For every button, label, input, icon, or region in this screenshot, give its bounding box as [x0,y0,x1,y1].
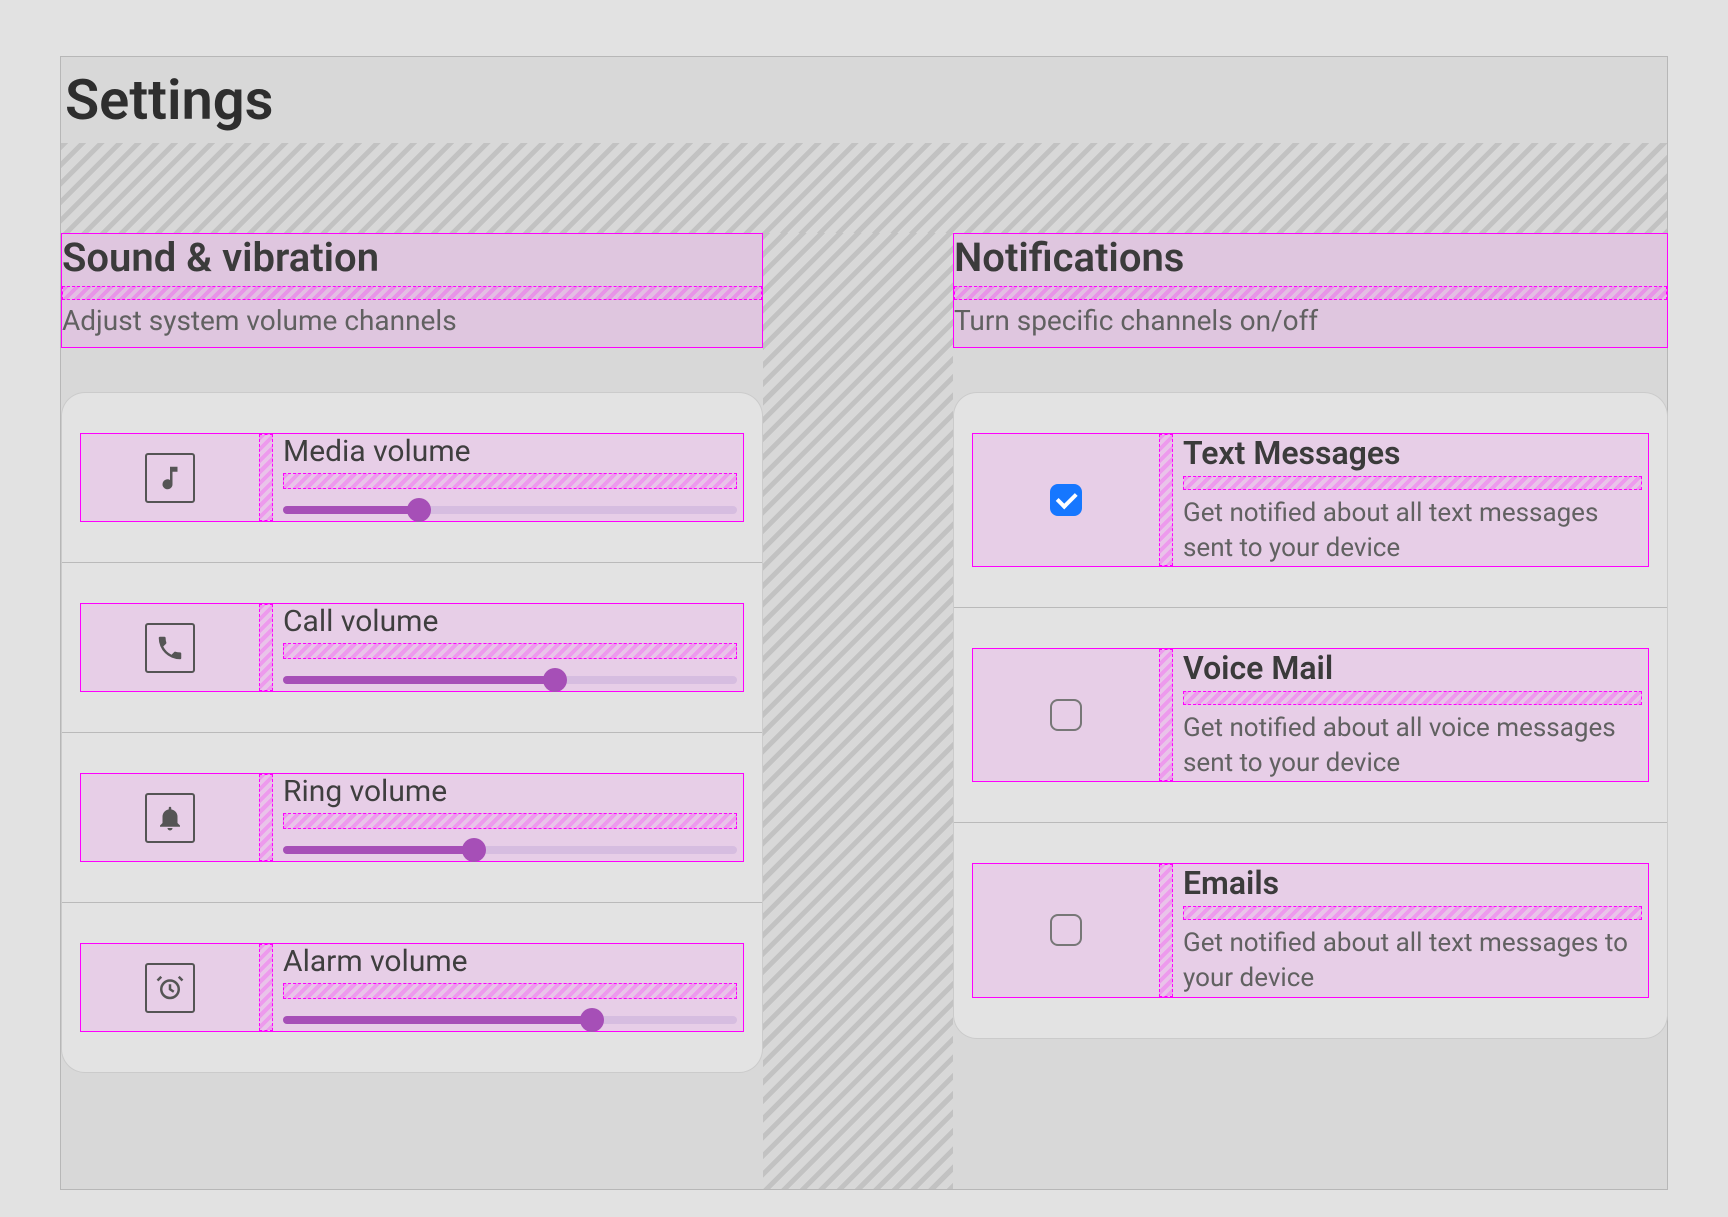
debug-hatch [62,286,762,300]
voice-mail-checkbox[interactable] [1050,699,1082,731]
sound-card: Media volume [61,392,763,1073]
notification-description: Get notified about all voice messages se… [1183,711,1642,781]
sound-label: Media volume [283,434,737,469]
debug-hatch [1183,906,1642,920]
sound-row-call: Call volume [62,562,762,732]
notification-row-text-messages: Text Messages Get notified about all tex… [954,393,1667,607]
notification-description: Get notified about all text messages to … [1183,926,1642,996]
debug-hatch [283,473,737,489]
sound-label: Call volume [283,604,737,639]
sound-icon-cell [81,944,259,1031]
alarm-icon [145,963,195,1013]
sound-icon-cell [81,434,259,521]
sound-icon-cell [81,604,259,691]
settings-page: Settings Sound & vibration Adjust system… [60,56,1668,1190]
notifications-section: Notifications Turn specific channels on/… [953,233,1668,1039]
sound-section-title: Sound & vibration [62,234,762,282]
notification-title: Emails [1183,864,1642,902]
debug-hatch [259,604,273,691]
debug-hatch [259,774,273,861]
debug-hatch [1159,864,1173,996]
call-volume-slider[interactable] [283,669,737,691]
columns: Sound & vibration Adjust system volume c… [61,233,1667,1189]
notification-row-emails: Emails Get notified about all text messa… [954,822,1667,1037]
layout-debug-hatch [61,143,1667,233]
sound-label: Ring volume [283,774,737,809]
phone-icon [145,623,195,673]
layout-debug-hatch [763,233,953,1189]
page-title: Settings [61,57,1667,143]
debug-hatch [1159,434,1173,566]
notification-description: Get notified about all text messages sen… [1183,496,1642,566]
sound-row-media: Media volume [62,393,762,562]
debug-hatch [283,643,737,659]
sound-icon-cell [81,774,259,861]
bell-icon [145,793,195,843]
sound-label: Alarm volume [283,944,737,979]
notifications-section-title: Notifications [954,234,1667,282]
emails-checkbox[interactable] [1050,914,1082,946]
debug-hatch [1183,691,1642,705]
sound-row-alarm: Alarm volume [62,902,762,1072]
notification-title: Voice Mail [1183,649,1642,687]
debug-hatch [259,944,273,1031]
media-volume-slider[interactable] [283,499,737,521]
debug-hatch [1159,649,1173,781]
sound-section-subtitle: Adjust system volume channels [62,304,762,337]
alarm-volume-slider[interactable] [283,1009,737,1031]
debug-hatch [1183,476,1642,490]
debug-hatch [283,983,737,999]
notifications-card: Text Messages Get notified about all tex… [953,392,1668,1039]
notifications-section-header: Notifications Turn specific channels on/… [953,233,1668,348]
debug-hatch [954,286,1667,300]
debug-hatch [283,813,737,829]
notifications-section-subtitle: Turn specific channels on/off [954,304,1667,337]
sound-row-ring: Ring volume [62,732,762,902]
notification-row-voice-mail: Voice Mail Get notified about all voice … [954,607,1667,822]
text-messages-checkbox[interactable] [1050,484,1082,516]
debug-hatch [259,434,273,521]
music-note-icon [145,453,195,503]
sound-section: Sound & vibration Adjust system volume c… [61,233,763,1073]
ring-volume-slider[interactable] [283,839,737,861]
notification-title: Text Messages [1183,434,1642,472]
sound-section-header: Sound & vibration Adjust system volume c… [61,233,763,348]
